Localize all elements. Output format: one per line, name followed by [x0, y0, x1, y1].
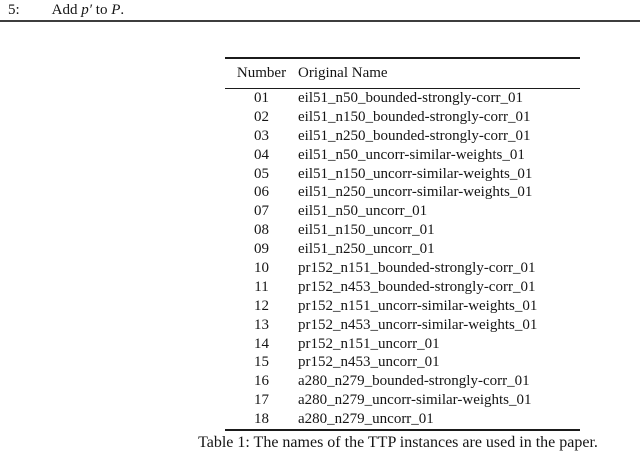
row-number-cell: 17 [254, 392, 269, 409]
row-name-cell: eil51_n250_uncorr-similar-weights_01 [298, 184, 533, 201]
table-row: 08 eil51_n150_uncorr_01 [225, 221, 580, 240]
row-number-cell: 16 [254, 373, 269, 390]
row-name-cell: a280_n279_uncorr_01 [298, 411, 434, 428]
row-number-cell: 15 [254, 354, 269, 371]
table-row: 16 a280_n279_bounded-strongly-corr_01 [225, 372, 580, 391]
table-row: 10 pr152_n151_bounded-strongly-corr_01 [225, 259, 580, 278]
ttp-instances-table: Number Original Name 01 eil51_n50_bounde… [225, 57, 580, 431]
column-header-original-name: Original Name [298, 64, 388, 81]
row-number-cell: 12 [254, 297, 269, 314]
row-name-cell: eil51_n150_uncorr_01 [298, 222, 435, 239]
row-number-cell: 11 [254, 278, 269, 295]
row-name-cell: pr152_n453_uncorr-similar-weights_01 [298, 316, 538, 333]
algorithm-period: . [120, 2, 125, 18]
algorithm-word-add: Add [51, 2, 78, 18]
table-row: 04 eil51_n50_uncorr-similar-weights_01 [225, 146, 580, 165]
row-name-cell: eil51_n150_bounded-strongly-corr_01 [298, 108, 531, 125]
algorithm-box-bottom-rule [0, 20, 640, 22]
row-name-cell: eil51_n50_uncorr-similar-weights_01 [298, 146, 525, 163]
row-name-cell: eil51_n50_uncorr_01 [298, 203, 428, 220]
algorithm-statement: Add p′ to P. [52, 1, 124, 19]
row-name-cell: eil51_n250_bounded-strongly-corr_01 [298, 127, 531, 144]
table-row: 12 pr152_n151_uncorr-similar-weights_01 [225, 297, 580, 316]
row-name-cell: pr152_n151_uncorr-similar-weights_01 [298, 297, 538, 314]
table-row: 18 a280_n279_uncorr_01 [225, 410, 580, 429]
table-header-row: Number Original Name [225, 59, 580, 88]
row-number-cell: 07 [254, 203, 269, 220]
row-name-cell: pr152_n453_uncorr_01 [298, 354, 440, 371]
algorithm-var-p-prime: p′ [81, 2, 93, 18]
algorithm-line-number: 5: [8, 2, 20, 18]
row-name-cell: pr152_n151_uncorr_01 [298, 335, 440, 352]
table-row: 06 eil51_n250_uncorr-similar-weights_01 [225, 183, 580, 202]
algorithm-line: 5: Add p′ to P. [8, 1, 124, 19]
row-name-cell: a280_n279_uncorr-similar-weights_01 [298, 392, 532, 409]
row-number-cell: 09 [254, 241, 269, 258]
table-top-rule [225, 57, 580, 59]
row-number-cell: 13 [254, 316, 269, 333]
row-number-cell: 10 [254, 259, 269, 276]
table-body: 01 eil51_n50_bounded-strongly-corr_01 02… [225, 89, 580, 429]
row-number-cell: 18 [254, 411, 269, 428]
row-number-cell: 06 [254, 184, 269, 201]
row-number-cell: 05 [254, 165, 269, 182]
table-caption: Table 1: The names of the TTP instances … [198, 434, 598, 451]
table-row: 11 pr152_n453_bounded-strongly-corr_01 [225, 278, 580, 297]
row-number-cell: 08 [254, 222, 269, 239]
row-name-cell: eil51_n250_uncorr_01 [298, 241, 435, 258]
table-row: 07 eil51_n50_uncorr_01 [225, 202, 580, 221]
table-row: 15 pr152_n453_uncorr_01 [225, 353, 580, 372]
table-row: 02 eil51_n150_bounded-strongly-corr_01 [225, 108, 580, 127]
row-name-cell: pr152_n151_bounded-strongly-corr_01 [298, 259, 536, 276]
table-header-rule [225, 87, 580, 89]
row-name-cell: a280_n279_bounded-strongly-corr_01 [298, 373, 530, 390]
table-row: 03 eil51_n250_bounded-strongly-corr_01 [225, 127, 580, 146]
column-header-number: Number [236, 64, 287, 81]
table-row: 09 eil51_n250_uncorr_01 [225, 240, 580, 259]
table-row: 01 eil51_n50_bounded-strongly-corr_01 [225, 89, 580, 108]
table-row: 13 pr152_n453_uncorr-similar-weights_01 [225, 316, 580, 335]
row-number-cell: 03 [254, 127, 269, 144]
algorithm-word-to: to [95, 2, 108, 18]
table-row: 17 a280_n279_uncorr-similar-weights_01 [225, 391, 580, 410]
row-name-cell: eil51_n150_uncorr-similar-weights_01 [298, 165, 533, 182]
row-number-cell: 04 [254, 146, 269, 163]
table-bottom-rule [225, 429, 580, 431]
row-number-cell: 01 [254, 89, 269, 106]
row-name-cell: pr152_n453_bounded-strongly-corr_01 [298, 278, 536, 295]
algorithm-var-P: P [111, 2, 121, 18]
row-number-cell: 02 [254, 108, 269, 125]
row-number-cell: 14 [254, 335, 269, 352]
table-row: 14 pr152_n151_uncorr_01 [225, 335, 580, 354]
table-row: 05 eil51_n150_uncorr-similar-weights_01 [225, 165, 580, 184]
row-name-cell: eil51_n50_bounded-strongly-corr_01 [298, 89, 523, 106]
